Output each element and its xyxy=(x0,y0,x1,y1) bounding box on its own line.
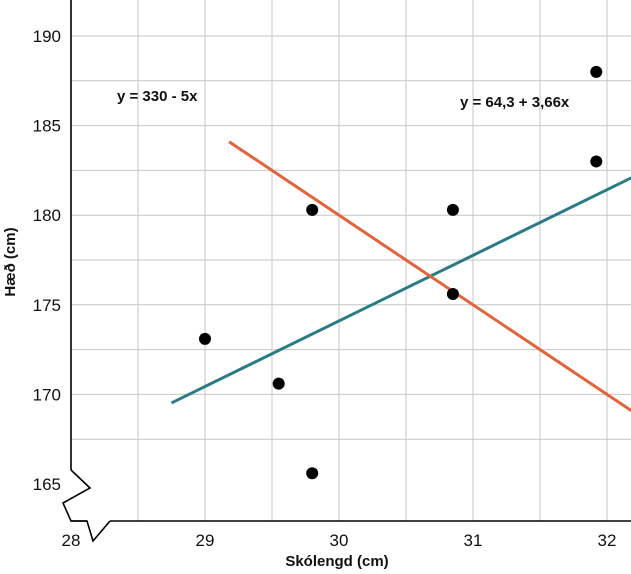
equation-labels: y = 330 - 5x y = 64,3 + 3,66x xyxy=(117,88,570,111)
data-point xyxy=(590,155,603,168)
grid xyxy=(71,0,631,521)
data-point xyxy=(590,65,603,78)
axes xyxy=(61,0,631,543)
red-regression-line xyxy=(228,140,631,413)
y-axis-title: Hæð (cm) xyxy=(2,227,19,296)
data-points xyxy=(199,65,603,480)
data-point xyxy=(272,377,285,390)
data-point xyxy=(306,467,319,480)
x-axis-title: Skólengd (cm) xyxy=(285,553,388,570)
teal-regression-line xyxy=(170,176,631,405)
data-point xyxy=(446,203,459,216)
red-line-equation: y = 330 - 5x xyxy=(117,88,198,105)
regression-lines xyxy=(170,140,631,413)
x-tick-label: 31 xyxy=(464,531,483,550)
x-tick-label: 28 xyxy=(62,531,81,550)
x-tick-label: 30 xyxy=(330,531,349,550)
y-tick-label: 165 xyxy=(33,475,61,494)
x-tick-label: 29 xyxy=(196,531,215,550)
x-tick-label: 32 xyxy=(598,531,617,550)
x-axis-break xyxy=(71,520,111,543)
y-tick-label: 185 xyxy=(33,117,61,136)
y-tick-label: 190 xyxy=(33,27,61,46)
y-axis-break xyxy=(61,469,92,522)
y-tick-labels: 165 170 175 180 185 190 xyxy=(33,27,61,494)
y-tick-label: 175 xyxy=(33,296,61,315)
data-point xyxy=(446,288,459,301)
x-tick-labels: 282930313233 xyxy=(62,531,617,550)
y-tick-label: 180 xyxy=(33,206,61,225)
y-tick-label: 170 xyxy=(33,385,61,404)
data-point xyxy=(306,203,319,216)
data-point xyxy=(199,332,211,345)
teal-line-equation: y = 64,3 + 3,66x xyxy=(460,94,570,111)
